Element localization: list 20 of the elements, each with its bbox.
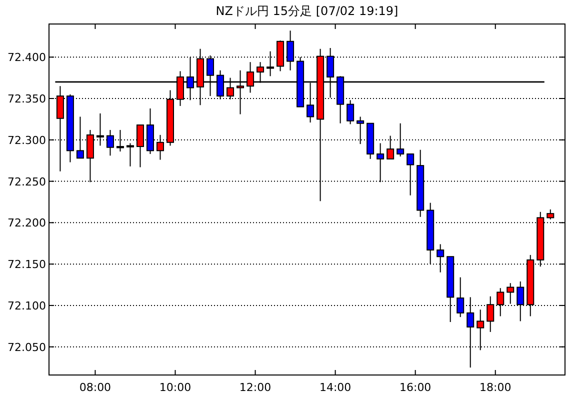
x-tick-label: 12:00	[239, 381, 272, 394]
x-tick-label: 10:00	[159, 381, 192, 394]
title: NZドル円 15分足 [07/02 19:19]	[216, 4, 398, 18]
y-tick-label: 72.300	[8, 134, 46, 147]
candlestick	[396, 122, 404, 157]
x-tick-label: 18:00	[480, 381, 512, 394]
x-tick-label: 14:00	[319, 381, 352, 394]
y-tick-label: 72.050	[8, 340, 46, 354]
candlestick	[346, 100, 354, 125]
y-tick-label: 72.400	[8, 51, 46, 64]
x-tick-label: 16:00	[399, 381, 432, 394]
candlestick	[546, 208, 554, 220]
x-tick-label: 08:00	[79, 381, 112, 394]
candlestick	[506, 282, 514, 304]
candlestick	[126, 142, 134, 167]
y-tick-label: 72.350	[8, 92, 46, 106]
y-tick-label: 72.200	[8, 216, 46, 230]
y-tick-label: 72.150	[8, 258, 46, 272]
y-tick-label: 72.100	[8, 299, 46, 312]
y-tick-label: 72.250	[8, 175, 46, 188]
